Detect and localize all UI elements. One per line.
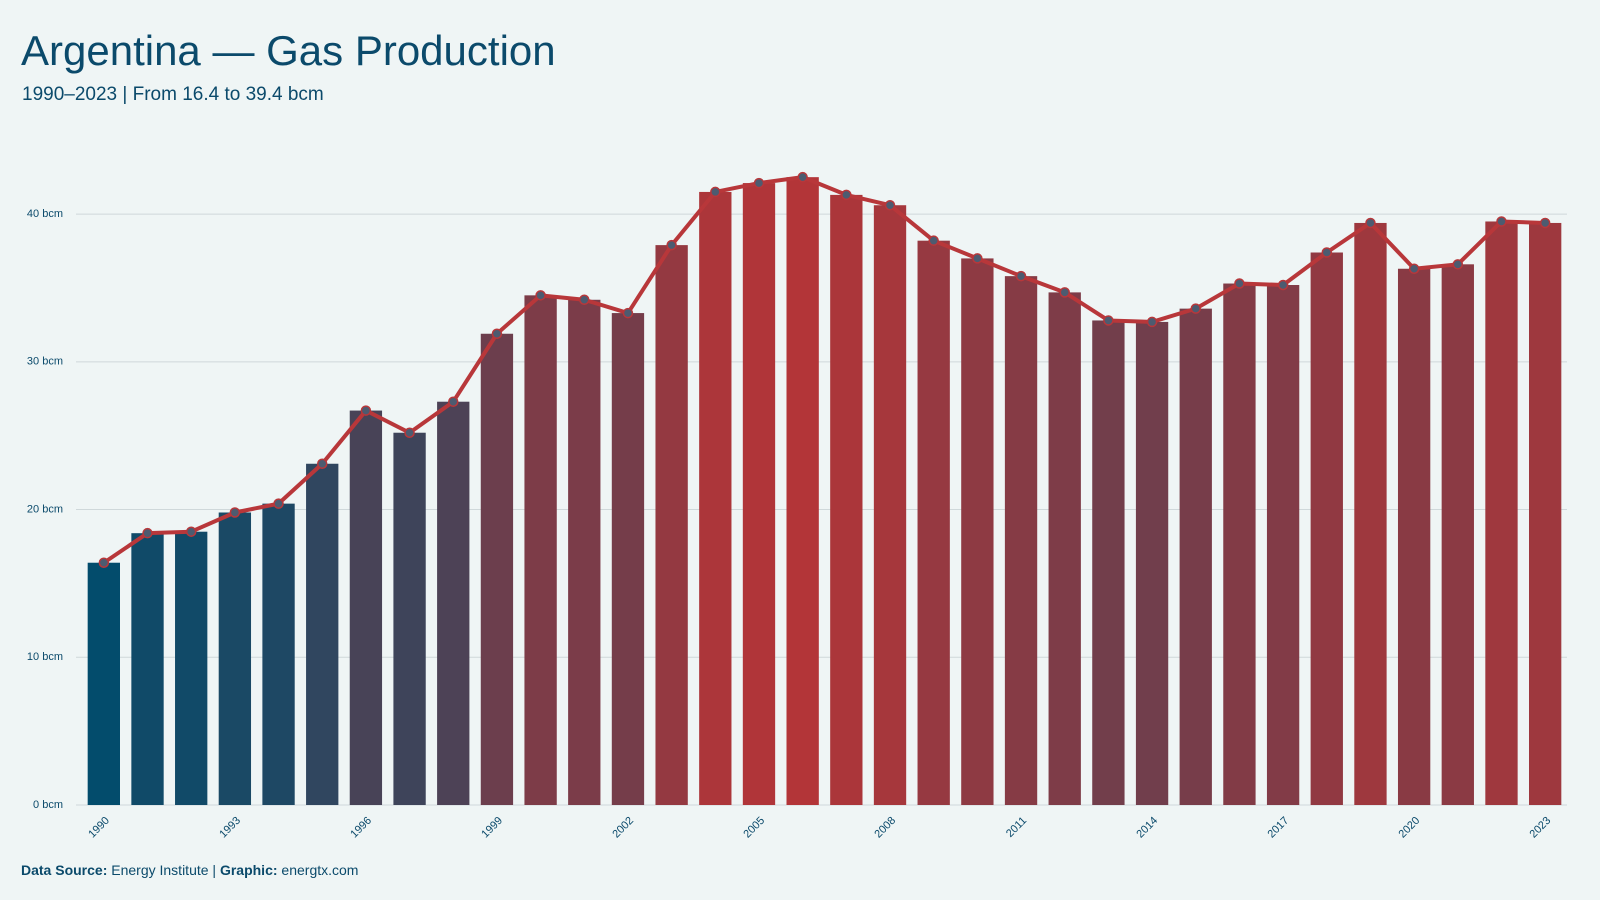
bar xyxy=(1397,268,1431,805)
marker xyxy=(622,307,634,319)
marker xyxy=(1539,217,1551,229)
marker xyxy=(1496,216,1507,227)
bar xyxy=(131,533,164,805)
bar xyxy=(1092,320,1125,805)
marker xyxy=(1365,217,1376,229)
bar xyxy=(655,245,688,805)
x-tick-label: 2023 xyxy=(1528,815,1554,841)
marker xyxy=(1103,315,1114,326)
marker xyxy=(884,199,896,211)
x-tick-label: 2008 xyxy=(872,815,898,841)
graphic: energtx.com xyxy=(281,862,358,878)
bar xyxy=(1048,292,1081,805)
marker xyxy=(316,458,328,469)
marker xyxy=(360,405,372,416)
marker xyxy=(185,526,197,537)
y-tick-label: 10 bcm xyxy=(27,651,63,663)
line xyxy=(102,175,1546,565)
bar xyxy=(1135,321,1169,805)
marker xyxy=(710,186,721,198)
x-tick-label: 2005 xyxy=(741,815,767,841)
bar xyxy=(1223,283,1256,806)
marker xyxy=(491,328,503,339)
bar xyxy=(480,333,514,805)
chart-subtitle: 1990–2023 | From 16.4 to 39.4 bcm xyxy=(22,84,324,105)
marker xyxy=(797,171,808,183)
marker xyxy=(535,290,546,301)
marker xyxy=(1277,279,1289,291)
marker xyxy=(1190,303,1201,314)
x-tick-label: 2002 xyxy=(610,815,636,841)
footer: Data Source: Energy Institute | Graphic:… xyxy=(21,862,358,878)
chart-title: Argentina — Gas Production xyxy=(21,27,556,74)
bar xyxy=(262,503,295,805)
bar xyxy=(1310,252,1343,805)
bar xyxy=(742,183,776,805)
source-label: Data Source: xyxy=(21,862,107,878)
x-tick-label: 2014 xyxy=(1134,815,1160,841)
marker xyxy=(1059,287,1070,298)
graphic-label: Graphic: xyxy=(220,862,278,878)
bar xyxy=(349,410,383,805)
marker xyxy=(142,527,153,539)
marker xyxy=(1015,270,1027,282)
bar xyxy=(437,401,470,805)
bar xyxy=(1485,221,1518,805)
bar xyxy=(1004,276,1038,805)
x-tick-label: 1996 xyxy=(348,815,374,841)
bar xyxy=(830,194,863,806)
marker xyxy=(841,189,852,201)
x-tick-label: 2011 xyxy=(1004,815,1029,840)
bar xyxy=(1179,308,1212,805)
bar xyxy=(175,531,208,805)
bar xyxy=(699,191,732,805)
bar xyxy=(611,313,645,805)
x-tick-label: 1993 xyxy=(217,815,243,841)
y-tick-label: 0 bcm xyxy=(33,799,63,811)
marker xyxy=(1452,259,1464,270)
marker xyxy=(448,396,459,407)
bar xyxy=(568,299,601,805)
x-tick-label: 1999 xyxy=(479,815,505,841)
bar xyxy=(1266,285,1300,805)
marker xyxy=(579,294,590,306)
x-tick-label: 2020 xyxy=(1397,815,1423,841)
x-tick-label: 1990 xyxy=(86,815,112,841)
x-tick-label: 2017 xyxy=(1265,815,1291,841)
marker xyxy=(1321,247,1333,258)
marker xyxy=(98,557,110,568)
bar xyxy=(524,295,557,805)
y-tick-label: 20 bcm xyxy=(27,503,63,515)
marker xyxy=(666,239,677,251)
bar xyxy=(1354,222,1387,806)
bar xyxy=(218,512,252,805)
bar xyxy=(961,258,994,806)
marker xyxy=(1234,278,1245,289)
source: Energy Institute | xyxy=(111,862,216,878)
marker xyxy=(273,498,284,509)
marker xyxy=(753,177,765,189)
bar xyxy=(87,562,120,805)
marker xyxy=(972,253,983,264)
y-tick-label: 40 bcm xyxy=(27,208,63,220)
marker xyxy=(928,235,939,246)
marker xyxy=(404,427,415,438)
bar xyxy=(873,205,907,805)
marker xyxy=(229,507,241,518)
bar xyxy=(917,240,950,805)
bar xyxy=(1529,222,1562,806)
bar xyxy=(393,432,426,805)
bar xyxy=(1441,264,1474,805)
y-tick-label: 30 bcm xyxy=(27,356,63,368)
bar xyxy=(786,177,819,806)
marker xyxy=(1146,316,1158,328)
bar xyxy=(306,463,339,805)
marker xyxy=(1408,263,1420,274)
